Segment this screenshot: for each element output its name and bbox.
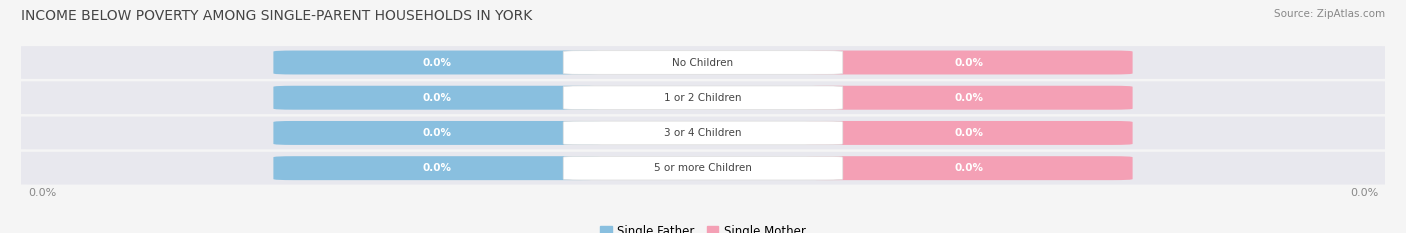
FancyBboxPatch shape bbox=[806, 121, 1133, 145]
Text: 0.0%: 0.0% bbox=[1350, 188, 1378, 198]
FancyBboxPatch shape bbox=[0, 152, 1406, 185]
Text: 3 or 4 Children: 3 or 4 Children bbox=[664, 128, 742, 138]
FancyBboxPatch shape bbox=[0, 116, 1406, 149]
FancyBboxPatch shape bbox=[564, 51, 842, 74]
Text: 0.0%: 0.0% bbox=[423, 163, 451, 173]
FancyBboxPatch shape bbox=[806, 86, 1133, 110]
FancyBboxPatch shape bbox=[564, 121, 842, 145]
FancyBboxPatch shape bbox=[273, 86, 600, 110]
Text: 0.0%: 0.0% bbox=[955, 163, 983, 173]
Text: 0.0%: 0.0% bbox=[423, 93, 451, 103]
Text: 0.0%: 0.0% bbox=[423, 128, 451, 138]
Text: INCOME BELOW POVERTY AMONG SINGLE-PARENT HOUSEHOLDS IN YORK: INCOME BELOW POVERTY AMONG SINGLE-PARENT… bbox=[21, 9, 533, 23]
Text: 5 or more Children: 5 or more Children bbox=[654, 163, 752, 173]
Legend: Single Father, Single Mother: Single Father, Single Mother bbox=[595, 220, 811, 233]
Text: 0.0%: 0.0% bbox=[28, 188, 56, 198]
Text: No Children: No Children bbox=[672, 58, 734, 68]
FancyBboxPatch shape bbox=[0, 46, 1406, 79]
Text: Source: ZipAtlas.com: Source: ZipAtlas.com bbox=[1274, 9, 1385, 19]
FancyBboxPatch shape bbox=[273, 121, 600, 145]
Text: 0.0%: 0.0% bbox=[955, 93, 983, 103]
Text: 0.0%: 0.0% bbox=[955, 58, 983, 68]
FancyBboxPatch shape bbox=[806, 156, 1133, 180]
Text: 0.0%: 0.0% bbox=[955, 128, 983, 138]
FancyBboxPatch shape bbox=[273, 156, 600, 180]
Text: 1 or 2 Children: 1 or 2 Children bbox=[664, 93, 742, 103]
FancyBboxPatch shape bbox=[273, 51, 600, 75]
Text: 0.0%: 0.0% bbox=[423, 58, 451, 68]
FancyBboxPatch shape bbox=[806, 51, 1133, 75]
FancyBboxPatch shape bbox=[564, 156, 842, 180]
FancyBboxPatch shape bbox=[564, 86, 842, 110]
FancyBboxPatch shape bbox=[0, 81, 1406, 114]
